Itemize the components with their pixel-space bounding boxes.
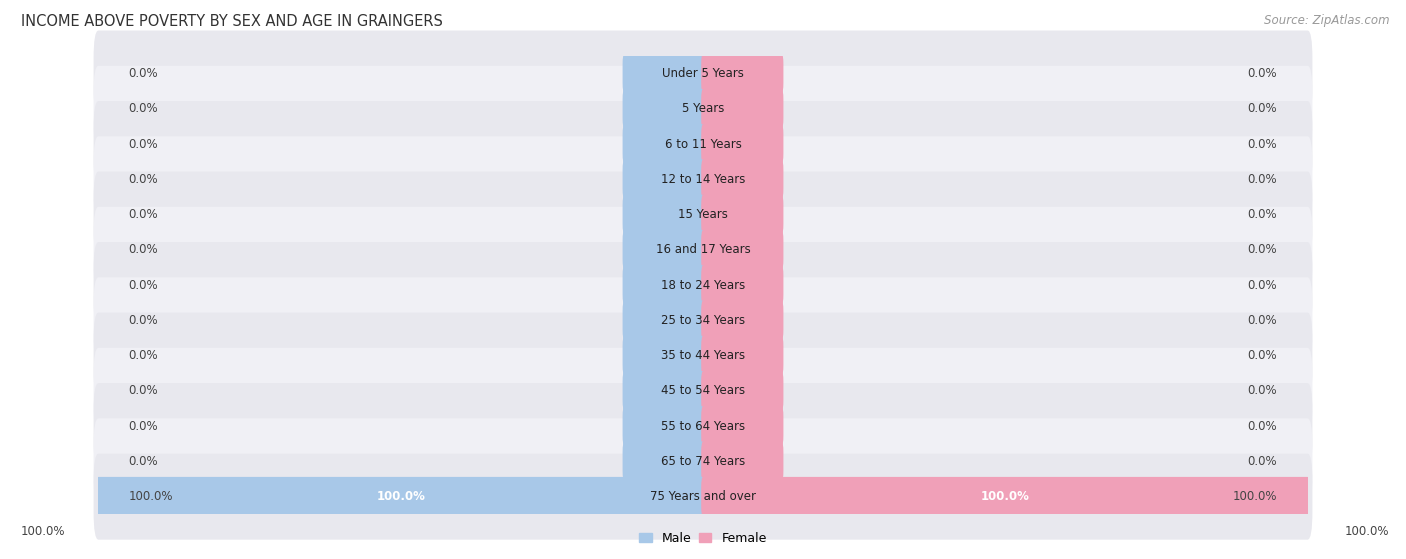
- Text: 0.0%: 0.0%: [1247, 138, 1278, 150]
- Text: 5 Years: 5 Years: [682, 102, 724, 115]
- Text: 100.0%: 100.0%: [129, 490, 173, 503]
- FancyBboxPatch shape: [702, 336, 783, 375]
- Text: 0.0%: 0.0%: [1247, 314, 1278, 327]
- FancyBboxPatch shape: [702, 230, 783, 269]
- FancyBboxPatch shape: [94, 383, 1312, 469]
- FancyBboxPatch shape: [94, 454, 1312, 539]
- Text: 0.0%: 0.0%: [129, 314, 159, 327]
- Text: 0.0%: 0.0%: [1247, 67, 1278, 80]
- FancyBboxPatch shape: [94, 207, 1312, 293]
- FancyBboxPatch shape: [94, 101, 1312, 187]
- Text: 0.0%: 0.0%: [1247, 208, 1278, 221]
- Text: 0.0%: 0.0%: [129, 67, 159, 80]
- Text: 0.0%: 0.0%: [1247, 102, 1278, 115]
- FancyBboxPatch shape: [94, 242, 1312, 328]
- Text: 0.0%: 0.0%: [129, 102, 159, 115]
- Text: 0.0%: 0.0%: [129, 349, 159, 362]
- FancyBboxPatch shape: [623, 301, 704, 340]
- FancyBboxPatch shape: [94, 31, 1312, 116]
- FancyBboxPatch shape: [94, 136, 1312, 222]
- FancyBboxPatch shape: [623, 406, 704, 446]
- Text: 0.0%: 0.0%: [129, 278, 159, 292]
- Text: 0.0%: 0.0%: [1247, 243, 1278, 257]
- FancyBboxPatch shape: [623, 159, 704, 199]
- FancyBboxPatch shape: [94, 277, 1312, 363]
- Text: 100.0%: 100.0%: [1344, 524, 1389, 538]
- FancyBboxPatch shape: [623, 124, 704, 164]
- FancyBboxPatch shape: [94, 312, 1312, 399]
- Text: 0.0%: 0.0%: [1247, 420, 1278, 433]
- FancyBboxPatch shape: [623, 89, 704, 129]
- Text: 45 to 54 Years: 45 to 54 Years: [661, 385, 745, 397]
- FancyBboxPatch shape: [702, 406, 783, 446]
- Text: 0.0%: 0.0%: [1247, 173, 1278, 186]
- FancyBboxPatch shape: [623, 371, 704, 411]
- FancyBboxPatch shape: [702, 124, 783, 164]
- FancyBboxPatch shape: [94, 66, 1312, 152]
- Text: 0.0%: 0.0%: [129, 208, 159, 221]
- Text: 65 to 74 Years: 65 to 74 Years: [661, 455, 745, 468]
- Text: 25 to 34 Years: 25 to 34 Years: [661, 314, 745, 327]
- FancyBboxPatch shape: [623, 442, 704, 481]
- Text: 16 and 17 Years: 16 and 17 Years: [655, 243, 751, 257]
- Text: INCOME ABOVE POVERTY BY SEX AND AGE IN GRAINGERS: INCOME ABOVE POVERTY BY SEX AND AGE IN G…: [21, 14, 443, 29]
- Text: 6 to 11 Years: 6 to 11 Years: [665, 138, 741, 150]
- Text: 12 to 14 Years: 12 to 14 Years: [661, 173, 745, 186]
- FancyBboxPatch shape: [702, 371, 783, 411]
- FancyBboxPatch shape: [94, 172, 1312, 258]
- Text: 0.0%: 0.0%: [1247, 349, 1278, 362]
- FancyBboxPatch shape: [94, 418, 1312, 504]
- Text: 35 to 44 Years: 35 to 44 Years: [661, 349, 745, 362]
- FancyBboxPatch shape: [623, 54, 704, 93]
- FancyBboxPatch shape: [623, 266, 704, 305]
- FancyBboxPatch shape: [702, 159, 783, 199]
- Text: 0.0%: 0.0%: [1247, 278, 1278, 292]
- Text: 75 Years and over: 75 Years and over: [650, 490, 756, 503]
- Text: 0.0%: 0.0%: [129, 243, 159, 257]
- FancyBboxPatch shape: [702, 89, 783, 129]
- FancyBboxPatch shape: [97, 477, 704, 517]
- Text: 15 Years: 15 Years: [678, 208, 728, 221]
- Text: 0.0%: 0.0%: [129, 385, 159, 397]
- FancyBboxPatch shape: [94, 348, 1312, 434]
- Text: 0.0%: 0.0%: [1247, 385, 1278, 397]
- Text: 0.0%: 0.0%: [1247, 455, 1278, 468]
- Text: Under 5 Years: Under 5 Years: [662, 67, 744, 80]
- Text: 0.0%: 0.0%: [129, 138, 159, 150]
- FancyBboxPatch shape: [702, 301, 783, 340]
- Text: 100.0%: 100.0%: [981, 490, 1029, 503]
- Text: 100.0%: 100.0%: [377, 490, 425, 503]
- Text: 0.0%: 0.0%: [129, 173, 159, 186]
- Text: 55 to 64 Years: 55 to 64 Years: [661, 420, 745, 433]
- Text: Source: ZipAtlas.com: Source: ZipAtlas.com: [1264, 14, 1389, 27]
- FancyBboxPatch shape: [623, 336, 704, 375]
- FancyBboxPatch shape: [702, 442, 783, 481]
- Text: 18 to 24 Years: 18 to 24 Years: [661, 278, 745, 292]
- Text: 100.0%: 100.0%: [1233, 490, 1278, 503]
- FancyBboxPatch shape: [702, 266, 783, 305]
- FancyBboxPatch shape: [702, 477, 1309, 517]
- FancyBboxPatch shape: [702, 54, 783, 93]
- FancyBboxPatch shape: [623, 230, 704, 269]
- Text: 0.0%: 0.0%: [129, 455, 159, 468]
- Text: 0.0%: 0.0%: [129, 420, 159, 433]
- FancyBboxPatch shape: [623, 195, 704, 234]
- Legend: Male, Female: Male, Female: [634, 527, 772, 550]
- Text: 100.0%: 100.0%: [21, 524, 66, 538]
- FancyBboxPatch shape: [702, 195, 783, 234]
